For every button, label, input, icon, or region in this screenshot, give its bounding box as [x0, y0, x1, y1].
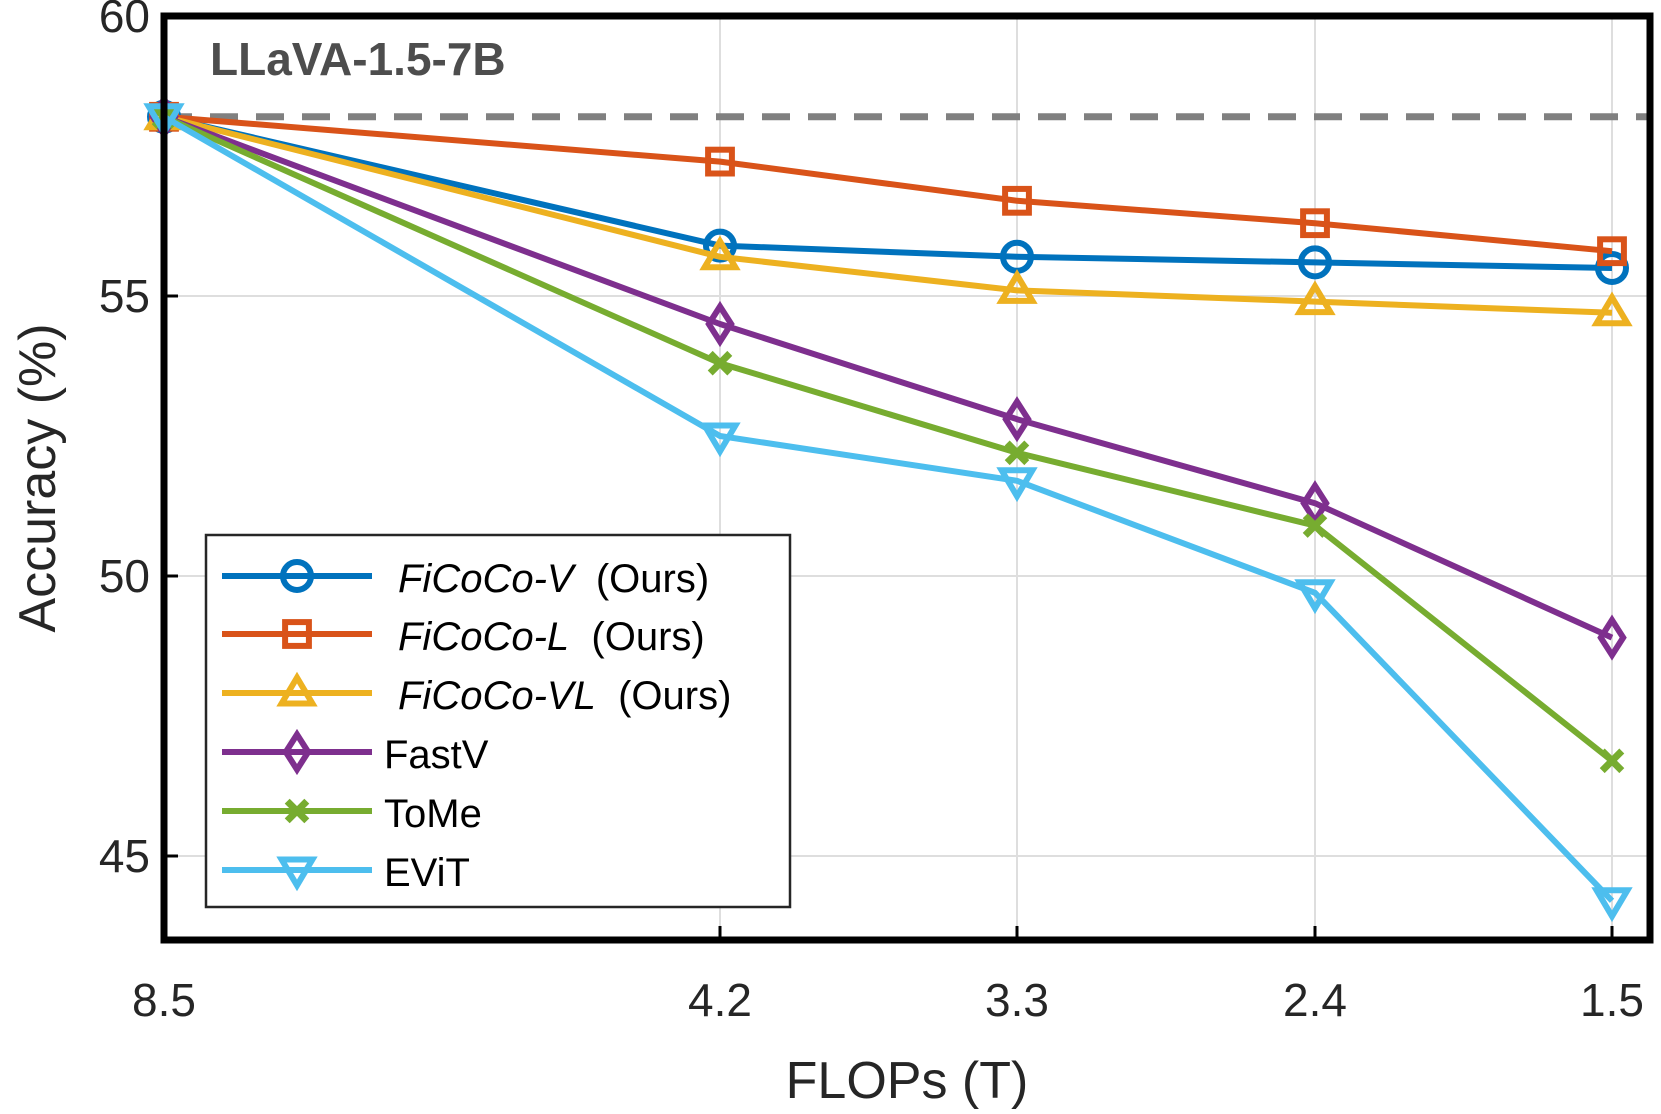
data-point-ficoco-vl-4 [1591, 291, 1633, 327]
y-tick-label-55: 55 [99, 270, 150, 322]
data-point-ficoco-l-4 [1597, 236, 1627, 267]
y-tick-label-45: 45 [99, 830, 150, 882]
data-point-fastv-2 [1002, 396, 1032, 443]
series-line-ficoco-vl [163, 113, 1613, 316]
data-point-ficoco-vl-3 [1294, 280, 1336, 316]
y-axis-label: Accuracy (%) [9, 323, 67, 632]
data-point-evit-3 [1294, 579, 1336, 615]
series-line-ficoco-l [163, 113, 1613, 255]
x-tick-label-4.2: 4.2 [688, 974, 752, 1026]
legend-label-ficoco-v: FiCoCo-V (Ours) [398, 557, 709, 601]
data-point-tome-3 [1302, 513, 1328, 538]
legend-label-ficoco-l: FiCoCo-L (Ours) [398, 615, 705, 659]
axis-ticks: 45 50 55 60 8.5 4.2 3.3 2.4 1.5 [99, 0, 1644, 1026]
x-tick-label-1.5: 1.5 [1580, 974, 1644, 1026]
x-tick-label-2.4: 2.4 [1283, 974, 1347, 1026]
y-tick-label-60: 60 [99, 0, 150, 42]
data-point-tome-4 [1599, 748, 1625, 774]
data-point-evit-1 [699, 422, 741, 458]
series-lines [143, 93, 1633, 923]
legend-box [204, 533, 792, 909]
legend-label-ficoco-vl: FiCoCo-VL (Ours) [398, 674, 731, 718]
series-tome [151, 104, 1625, 774]
legend-label-tome: ToMe [384, 792, 482, 836]
data-point-ficoco-v-3 [1298, 245, 1332, 280]
plot-frame [160, 12, 1654, 944]
legend-label-evit: EViT [384, 851, 470, 895]
data-point-evit-2 [996, 467, 1038, 503]
data-point-ficoco-l-2 [1002, 185, 1032, 216]
legend-marker-ficoco-v [280, 559, 314, 593]
data-point-fastv-4 [1597, 614, 1627, 661]
data-point-ficoco-v-4 [1595, 251, 1629, 285]
data-point-ficoco-l-1 [705, 146, 735, 177]
x-tick-label-8.5: 8.5 [132, 974, 196, 1026]
data-point-tome-1 [707, 350, 733, 376]
legend-marker-ficoco-vl [276, 671, 318, 707]
x-axis-label: FLOPs (T) [786, 1052, 1029, 1110]
data-point-fastv-1 [705, 300, 735, 348]
data-point-tome-2 [1004, 440, 1030, 466]
data-point-evit-4 [1591, 887, 1633, 923]
legend: FiCoCo-V (Ours) FiCoCo-L (Ours) FiCoCo-VL … [204, 533, 792, 909]
x-tick-label-3.3: 3.3 [985, 974, 1049, 1026]
y-tick-label-50: 50 [99, 550, 150, 602]
chart-title: LLaVA-1.5-7B [210, 33, 506, 85]
legend-label-fastv: FastV [384, 733, 489, 777]
series-line-ficoco-v [163, 113, 1613, 271]
legend-marker-ficoco-l [282, 619, 312, 649]
data-point-ficoco-vl-1 [699, 235, 741, 271]
series-line-fastv [162, 113, 1614, 641]
data-point-ficoco-l-3 [1300, 208, 1330, 239]
series-line-evit [162, 114, 1615, 903]
legend-marker-evit [276, 856, 318, 892]
legend-marker-fastv [282, 728, 312, 776]
legend-marker-tome [284, 798, 310, 824]
data-point-ficoco-vl-2 [996, 269, 1038, 304]
